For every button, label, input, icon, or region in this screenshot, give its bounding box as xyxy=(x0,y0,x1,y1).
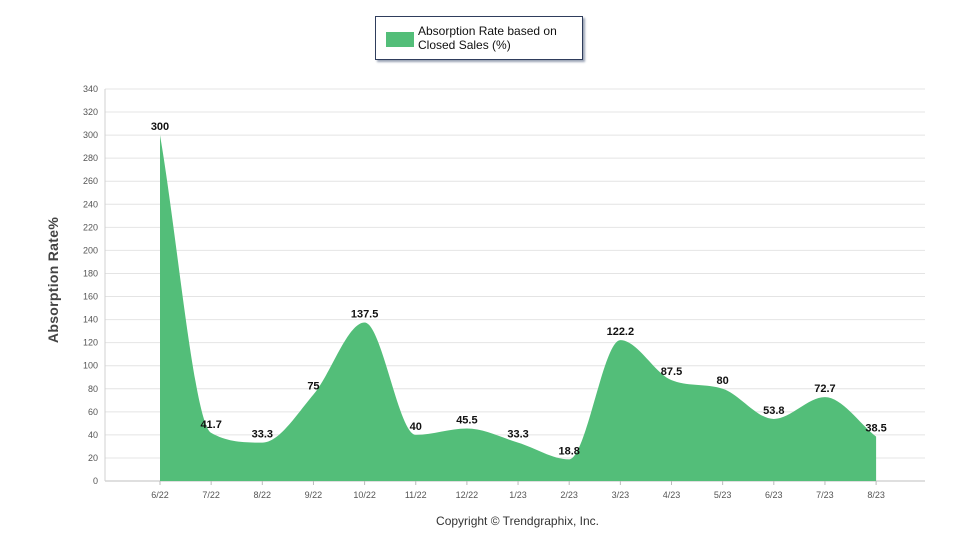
data-label: 33.3 xyxy=(507,429,528,441)
data-label: 18.8 xyxy=(558,445,579,457)
x-tick-label: 8/22 xyxy=(254,490,272,500)
x-tick-label: 8/23 xyxy=(867,490,885,500)
y-tick-label: 200 xyxy=(83,245,98,255)
data-label: 75 xyxy=(307,381,319,393)
data-label: 300 xyxy=(151,121,169,133)
data-label: 53.8 xyxy=(763,405,784,417)
x-tick-label: 1/23 xyxy=(509,490,527,500)
data-label: 122.2 xyxy=(607,326,635,338)
y-tick-label: 300 xyxy=(83,130,98,140)
y-tick-label: 280 xyxy=(83,153,98,163)
x-tick-label: 9/22 xyxy=(305,490,323,500)
x-tick-label: 11/22 xyxy=(405,490,427,500)
y-tick-label: 160 xyxy=(83,292,98,302)
y-tick-label: 180 xyxy=(83,268,98,278)
data-label: 72.7 xyxy=(814,383,835,395)
legend-swatch xyxy=(386,32,414,47)
x-tick-label: 10/22 xyxy=(353,490,376,500)
legend-label: Absorption Rate based on Closed Sales (%… xyxy=(418,24,557,52)
x-tick-label: 6/22 xyxy=(151,490,169,500)
x-tick-label: 7/23 xyxy=(816,490,834,500)
y-tick-label: 120 xyxy=(83,338,98,348)
x-tick-label: 3/23 xyxy=(612,490,630,500)
series-area xyxy=(160,135,877,481)
y-tick-label: 20 xyxy=(88,453,98,463)
data-label: 41.7 xyxy=(200,419,221,431)
y-tick-label: 220 xyxy=(83,222,98,232)
y-tick-label: 100 xyxy=(83,361,98,371)
data-label: 137.5 xyxy=(351,308,379,320)
x-tick-label: 7/22 xyxy=(202,490,220,500)
x-tick-label: 5/23 xyxy=(714,490,732,500)
y-tick-label: 80 xyxy=(88,384,98,394)
data-label: 87.5 xyxy=(661,366,682,378)
y-tick-label: 320 xyxy=(83,107,98,117)
data-label: 33.3 xyxy=(252,429,273,441)
x-tick-label: 12/22 xyxy=(456,490,479,500)
data-label: 38.5 xyxy=(865,423,886,435)
data-label: 45.5 xyxy=(456,415,477,427)
data-label: 80 xyxy=(717,375,729,387)
y-tick-label: 340 xyxy=(83,84,98,94)
y-tick-label: 40 xyxy=(88,430,98,440)
x-tick-label: 4/23 xyxy=(663,490,681,500)
y-tick-label: 0 xyxy=(93,476,98,486)
chart-legend: Absorption Rate based on Closed Sales (%… xyxy=(375,16,583,60)
y-tick-label: 140 xyxy=(83,315,98,325)
y-tick-label: 260 xyxy=(83,176,98,186)
y-tick-label: 60 xyxy=(88,407,98,417)
x-tick-label: 2/23 xyxy=(560,490,578,500)
copyright-text: Copyright © Trendgraphix, Inc. xyxy=(436,514,599,528)
x-tick-label: 6/23 xyxy=(765,490,783,500)
data-label: 40 xyxy=(410,421,422,433)
y-tick-label: 240 xyxy=(83,199,98,209)
footer: Copyright © Trendgraphix, Inc. xyxy=(0,512,960,530)
